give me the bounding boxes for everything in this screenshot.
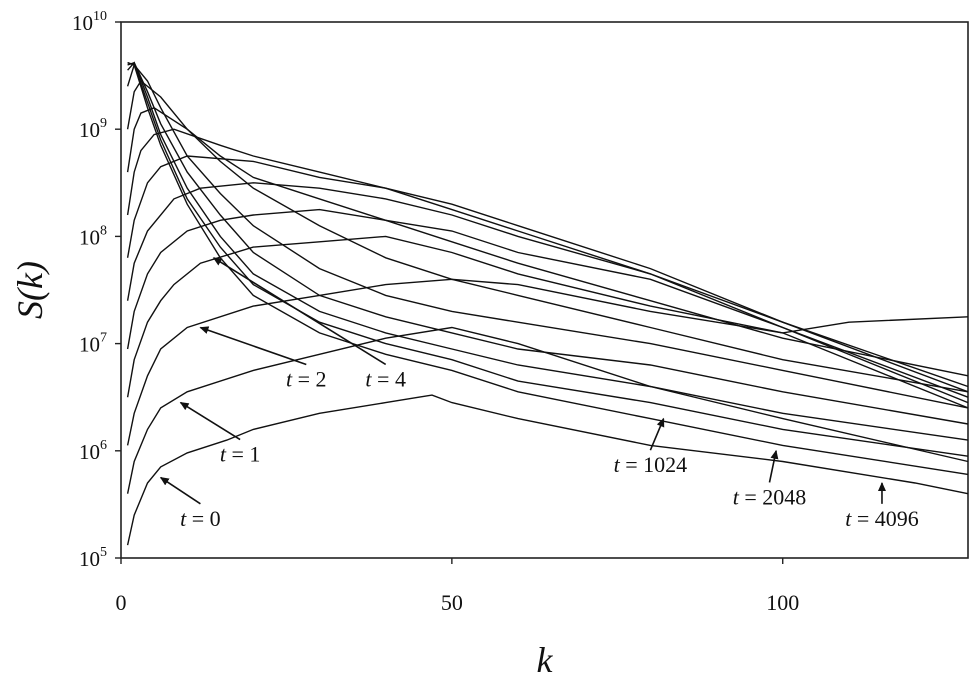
y-tick-label: 108 bbox=[79, 223, 107, 249]
series-line-1 bbox=[126, 394, 969, 546]
annotation-arrow bbox=[199, 326, 307, 366]
series-line-3 bbox=[126, 278, 969, 446]
y-axis-title: S(k) bbox=[10, 261, 50, 319]
annotation-arrow bbox=[212, 257, 387, 366]
x-axis-title: k bbox=[537, 640, 554, 680]
series-line-12 bbox=[127, 61, 969, 425]
x-tick-label: 0 bbox=[116, 590, 127, 615]
annotation-label: t = 4096 bbox=[845, 506, 919, 531]
plot-area-frame bbox=[120, 21, 969, 559]
annotation-label: t = 4 bbox=[365, 366, 406, 391]
annotation-label: t = 1024 bbox=[614, 452, 688, 477]
series-line-5 bbox=[126, 208, 969, 398]
series-line-15 bbox=[127, 62, 969, 476]
y-tick-label: 109 bbox=[79, 116, 107, 142]
annotation-arrow bbox=[649, 417, 665, 451]
x-tick-label: 100 bbox=[766, 590, 799, 615]
annotation-label: t = 2 bbox=[286, 366, 327, 391]
y-tick-label: 1010 bbox=[72, 9, 107, 35]
series-line-13 bbox=[127, 61, 969, 441]
annotation-label: t = 0 bbox=[180, 506, 221, 531]
y-tick-label: 105 bbox=[79, 545, 107, 571]
x-tick-label: 50 bbox=[441, 590, 463, 615]
y-tick-label: 106 bbox=[79, 438, 107, 464]
series-line-8 bbox=[126, 128, 969, 404]
annotation-label: t = 2048 bbox=[733, 484, 807, 509]
series-line-6 bbox=[126, 182, 969, 393]
series-line-7 bbox=[126, 155, 969, 388]
series-line-9 bbox=[126, 107, 969, 377]
annotation-arrow bbox=[159, 476, 201, 505]
annotation-arrow bbox=[768, 449, 779, 483]
series-line-11 bbox=[126, 63, 969, 409]
annotation-label: t = 1 bbox=[220, 442, 261, 467]
y-tick-label: 107 bbox=[79, 331, 107, 357]
series-line-4 bbox=[126, 235, 969, 409]
annotation-arrow bbox=[179, 401, 241, 441]
